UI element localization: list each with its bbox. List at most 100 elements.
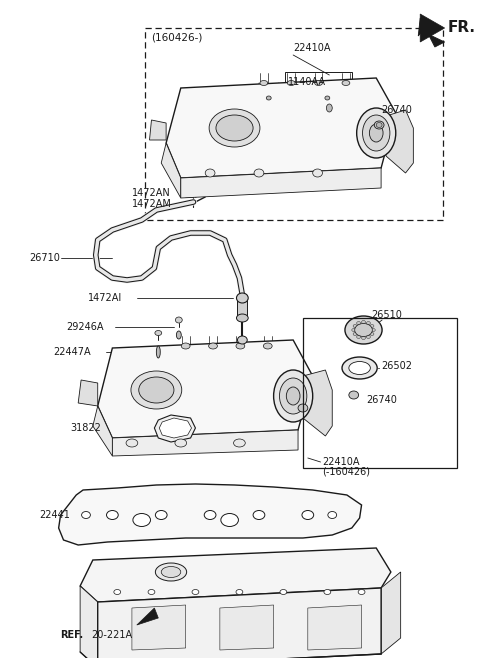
Ellipse shape [221, 513, 239, 526]
Ellipse shape [366, 336, 371, 338]
Ellipse shape [361, 336, 365, 340]
Ellipse shape [143, 615, 180, 642]
Ellipse shape [216, 115, 253, 141]
Ellipse shape [372, 328, 375, 332]
Ellipse shape [370, 324, 374, 328]
Ellipse shape [181, 343, 190, 349]
Ellipse shape [209, 109, 260, 147]
Ellipse shape [324, 622, 341, 634]
Text: (-160426): (-160426) [323, 467, 371, 477]
Ellipse shape [236, 590, 243, 594]
Ellipse shape [302, 511, 313, 520]
Polygon shape [59, 484, 361, 545]
Ellipse shape [298, 404, 308, 412]
Ellipse shape [315, 80, 323, 86]
Ellipse shape [326, 104, 332, 112]
Polygon shape [381, 572, 401, 654]
Ellipse shape [236, 343, 245, 349]
Ellipse shape [205, 169, 215, 177]
Text: 26510: 26510 [372, 310, 402, 320]
Polygon shape [159, 418, 192, 438]
Ellipse shape [260, 80, 268, 86]
Ellipse shape [234, 439, 245, 447]
Text: 31822: 31822 [71, 423, 101, 433]
Bar [285, 72, 352, 102]
Text: 22410A: 22410A [323, 457, 360, 467]
Polygon shape [220, 605, 274, 650]
Ellipse shape [139, 377, 174, 403]
Polygon shape [420, 14, 444, 42]
Polygon shape [78, 380, 98, 406]
Ellipse shape [349, 391, 359, 399]
Ellipse shape [349, 361, 371, 374]
Text: (160426-): (160426-) [152, 33, 203, 43]
Ellipse shape [254, 169, 264, 177]
Text: 26740: 26740 [381, 105, 412, 115]
Ellipse shape [352, 328, 356, 332]
Ellipse shape [342, 80, 350, 86]
Ellipse shape [156, 511, 167, 520]
Ellipse shape [242, 619, 266, 636]
Ellipse shape [376, 122, 382, 128]
Text: REF.: REF. [60, 630, 84, 640]
Text: 26740: 26740 [366, 395, 397, 405]
Ellipse shape [357, 336, 360, 338]
Polygon shape [155, 415, 195, 442]
Ellipse shape [175, 317, 182, 323]
Text: 20-221A: 20-221A [91, 630, 132, 640]
Ellipse shape [370, 332, 374, 336]
Text: 1472AI: 1472AI [88, 293, 122, 303]
Text: 22410A: 22410A [293, 43, 331, 53]
Ellipse shape [82, 511, 90, 519]
Ellipse shape [192, 590, 199, 594]
Text: 26710: 26710 [29, 253, 60, 263]
Ellipse shape [148, 590, 155, 594]
Text: 22447A: 22447A [54, 347, 91, 357]
Text: 1140AA: 1140AA [288, 77, 326, 87]
Bar [303, 318, 457, 468]
Polygon shape [386, 110, 413, 173]
Polygon shape [93, 406, 112, 456]
Ellipse shape [324, 590, 331, 594]
Ellipse shape [357, 322, 360, 324]
Polygon shape [80, 548, 391, 602]
Polygon shape [98, 588, 381, 658]
Ellipse shape [204, 511, 216, 520]
Ellipse shape [156, 563, 187, 581]
Bar [238, 298, 247, 318]
Ellipse shape [131, 371, 182, 409]
Ellipse shape [342, 357, 377, 379]
Ellipse shape [114, 590, 120, 594]
Ellipse shape [156, 346, 160, 358]
Ellipse shape [325, 96, 330, 100]
Ellipse shape [280, 590, 287, 594]
Polygon shape [418, 18, 444, 47]
Polygon shape [132, 605, 186, 650]
Ellipse shape [274, 370, 312, 422]
Ellipse shape [345, 316, 382, 344]
Ellipse shape [264, 343, 272, 349]
Ellipse shape [175, 439, 187, 447]
Ellipse shape [176, 331, 181, 339]
Ellipse shape [133, 513, 151, 526]
Ellipse shape [362, 115, 390, 151]
Ellipse shape [236, 615, 273, 642]
Ellipse shape [328, 511, 336, 519]
Ellipse shape [266, 96, 271, 100]
Ellipse shape [149, 619, 173, 636]
Ellipse shape [353, 332, 357, 336]
Ellipse shape [209, 343, 217, 349]
Text: FR.: FR. [447, 20, 476, 36]
Polygon shape [181, 168, 381, 198]
Ellipse shape [286, 387, 300, 405]
Ellipse shape [319, 619, 346, 638]
Ellipse shape [288, 80, 295, 86]
Ellipse shape [353, 324, 357, 328]
Ellipse shape [237, 293, 248, 303]
Text: 26502: 26502 [381, 361, 412, 371]
Ellipse shape [355, 324, 372, 336]
Polygon shape [161, 143, 181, 198]
Ellipse shape [357, 108, 396, 158]
Ellipse shape [238, 336, 247, 344]
Polygon shape [98, 340, 312, 438]
